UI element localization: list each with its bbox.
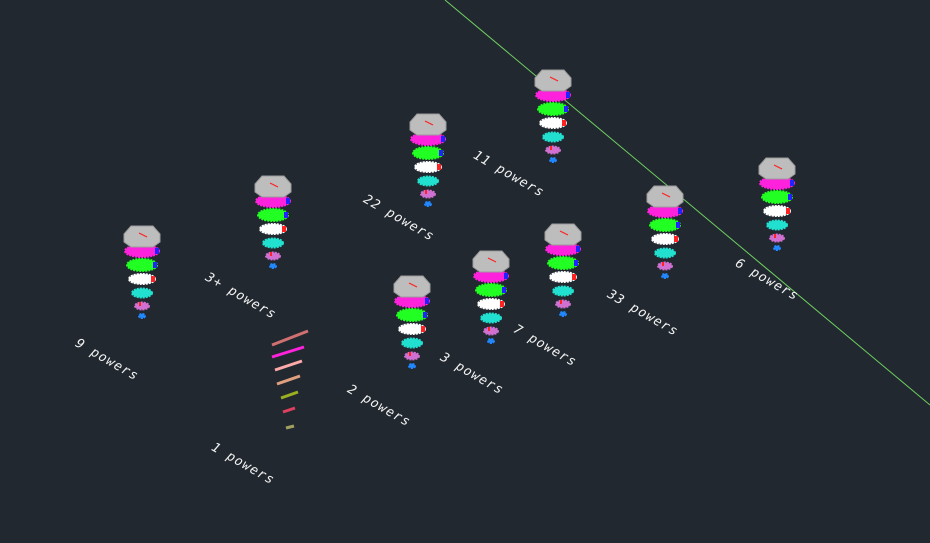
one-power-bar[interactable] [282,406,296,414]
one-power-bar[interactable] [276,374,301,386]
one-power-bar[interactable] [271,345,305,359]
stack-cap [544,223,582,246]
stack-33-powers[interactable] [646,185,684,279]
one-power-bar-group [271,329,309,430]
one-power-bar[interactable] [271,329,309,347]
stack-7-powers[interactable] [544,223,582,317]
stack-6-powers[interactable] [758,157,796,251]
stack-3-powers[interactable] [472,250,510,344]
stack-cap [393,275,431,298]
one-power-bar[interactable] [274,359,303,372]
stack-cap [758,157,796,180]
stack-2-powers[interactable] [393,275,431,369]
stack-cap [646,185,684,208]
stack-22-powers[interactable] [409,113,447,207]
stack-cap [534,69,572,92]
stack-cap [409,113,447,136]
stack-11-powers[interactable] [534,69,572,163]
guide-line [444,0,930,406]
stack-3-plus-powers[interactable] [254,175,292,269]
stack-cap [123,225,161,248]
one-power-bar[interactable] [285,424,295,430]
stack-cap [472,250,510,273]
stack-9-powers[interactable] [123,225,161,319]
stack-cap [254,175,292,198]
one-power-bar[interactable] [280,390,299,400]
